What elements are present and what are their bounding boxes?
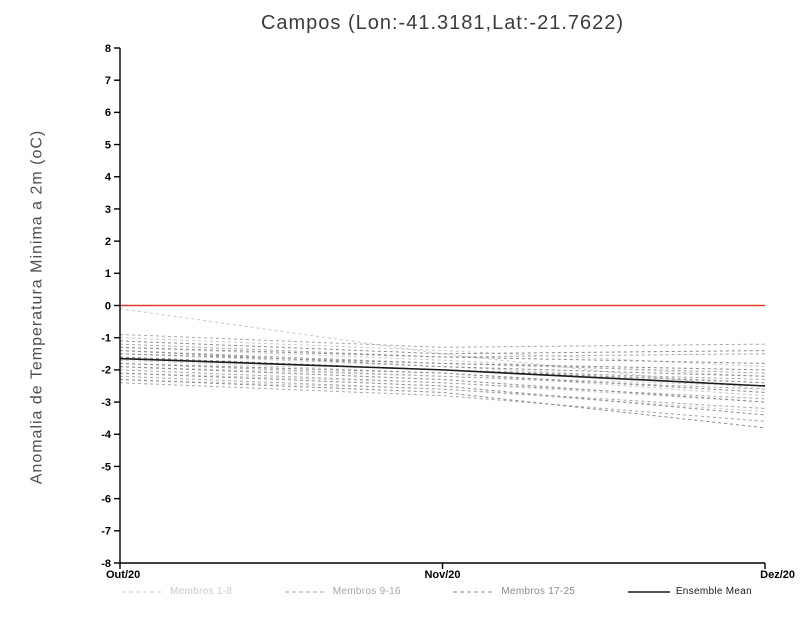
y-tick-label: -4 <box>101 429 112 441</box>
ensemble-member-line <box>119 333 766 348</box>
y-tick-label: -7 <box>101 526 111 538</box>
legend-label: Membros 9-16 <box>332 586 401 597</box>
y-tick-label: 5 <box>105 139 111 151</box>
legend-label: Membros 1-8 <box>170 586 233 597</box>
y-tick-label: -8 <box>101 558 111 570</box>
x-tick-label: Dez/20 <box>760 569 795 581</box>
y-tick-label: 8 <box>105 43 111 55</box>
y-tick-label: 2 <box>105 236 111 248</box>
ensemble-member-line <box>119 379 766 413</box>
legend-line-sample <box>627 590 670 593</box>
ensemble-member-line <box>119 308 766 390</box>
y-tick-label: -2 <box>101 365 111 377</box>
ensemble-mean-line <box>119 357 766 387</box>
chart-title: Campos (Lon:-41.3181,Lat:-21.7622) <box>260 12 625 34</box>
y-tick-label: -5 <box>101 461 111 473</box>
legend-item: Membros 9-16 <box>284 586 401 597</box>
y-tick-label: 3 <box>105 204 111 216</box>
x-tick-label: Out/20 <box>106 569 140 581</box>
y-tick-label: -6 <box>101 493 111 505</box>
legend-label: Membros 17-25 <box>501 586 576 597</box>
legend-line-sample <box>284 591 327 592</box>
ensemble-member-line <box>119 382 766 422</box>
y-tick-label: 4 <box>105 172 112 184</box>
y-tick-label: 6 <box>105 107 111 119</box>
y-tick-label: -1 <box>101 333 111 345</box>
y-tick-label: 1 <box>105 268 111 280</box>
ensemble-member-line <box>119 369 766 400</box>
legend-item: Ensemble Mean <box>627 586 752 597</box>
legend: Membros 1-8 Membros 9-16 Membros 17-25 Ense… <box>122 586 752 597</box>
legend-item: Membros 1-8 <box>122 586 232 597</box>
x-tick-label: Nov/20 <box>424 569 460 581</box>
legend-label: Ensemble Mean <box>675 586 752 597</box>
legend-line-sample <box>453 591 496 592</box>
y-tick-label: 7 <box>105 75 111 87</box>
legend-line-sample <box>122 591 164 592</box>
y-tick-label: 0 <box>105 300 111 312</box>
y-tick-label: -3 <box>101 397 111 409</box>
legend-item: Membros 17-25 <box>453 586 575 597</box>
ensemble-member-line <box>119 340 766 355</box>
